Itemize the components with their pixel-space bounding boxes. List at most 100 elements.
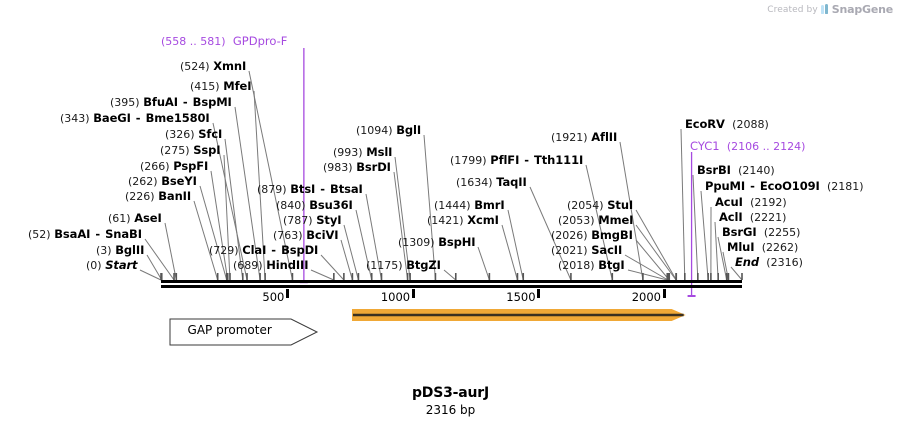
site-name: BseYI [161, 174, 197, 188]
site-position: (1799) [450, 154, 487, 167]
restriction-site-label: (2026) BmgBI [551, 229, 633, 242]
site-name-group: AcuI [715, 195, 743, 209]
snapgene-credit: Created by SnapGene [767, 3, 893, 16]
site-name-group: BsrGI [722, 225, 757, 239]
site-name: BciVI [306, 228, 339, 242]
gap-promoter-arrow-shape [169, 318, 318, 346]
site-name-group: StyI [316, 213, 341, 227]
site-name: AseI [134, 211, 162, 225]
site-leader-line [193, 200, 219, 281]
site-leader-line [722, 251, 729, 281]
site-position: (729) [209, 244, 239, 257]
site-name-separator: - [131, 111, 145, 125]
site-leader-line [210, 170, 229, 281]
site-position: (2192) [750, 196, 787, 209]
site-position: (787) [283, 214, 313, 227]
restriction-site-label: (1634) TaqII [456, 176, 527, 189]
site-name-group: BmrI [474, 198, 504, 212]
restriction-site-label: (52) BsaAI - SnaBI [28, 228, 142, 241]
site-name: TaqII [496, 175, 527, 189]
site-name: Bme1580I [145, 111, 210, 125]
site-name-separator: - [178, 95, 192, 109]
site-leader-line [310, 269, 335, 281]
site-position: (266) [140, 160, 170, 173]
site-position: (61) [108, 212, 131, 225]
site-name: BsaAI [54, 227, 91, 241]
restriction-site-label: (1175) BtgZI [366, 259, 441, 272]
restriction-site-label: (2053) MmeI [558, 214, 633, 227]
site-name-group: ClaI - BspDI [242, 243, 318, 257]
site-name: BglII [115, 243, 145, 257]
site-name: BspMI [192, 95, 232, 109]
site-name-group: End [735, 255, 759, 269]
ruler-tick-label: 2000 [631, 290, 661, 304]
site-position: (2021) [551, 244, 588, 257]
site-name: BglI [396, 123, 422, 137]
site-name-group: BglII [115, 243, 144, 257]
restriction-site-label: (787) StyI [283, 213, 342, 227]
site-name: BsrBI [697, 163, 731, 177]
site-position: (343) [60, 112, 90, 125]
site-name: BtsaI [330, 182, 363, 196]
restriction-site-label: (61) AseI [108, 212, 162, 225]
site-name-group: PspFI [173, 159, 208, 173]
site-name-group: BciVI [306, 228, 338, 242]
site-leader-line [507, 209, 524, 281]
site-position: (0) [86, 259, 102, 272]
restriction-site-label: (415) MfeI [190, 80, 251, 93]
site-name: BtsI [290, 182, 316, 196]
gap-promoter-label: GAP promoter [187, 323, 272, 337]
site-name: XcmI [467, 213, 499, 227]
site-name: SnaBI [105, 227, 142, 241]
restriction-site-label: (993) MslI [333, 146, 392, 159]
site-position: (326) [165, 128, 195, 141]
site-name: SacII [591, 243, 623, 257]
restriction-site-label: (326) SfcI [165, 128, 222, 141]
site-name: EcoO109I [759, 179, 820, 193]
site-leader-line [624, 254, 669, 281]
site-name: BmgBI [591, 228, 633, 242]
site-position: (1309) [398, 236, 435, 249]
site-leader-line [139, 269, 162, 281]
site-position: (2026) [551, 229, 588, 242]
restriction-site-label: (840) Bsu36I [276, 199, 353, 212]
site-leader-line [443, 269, 457, 281]
primer-range: (558 .. 581) [161, 35, 226, 48]
site-name-group: MfeI [223, 79, 251, 93]
site-name-group: MluI [727, 240, 755, 254]
site-position: (983) [323, 161, 353, 174]
ruler-tick-mark [662, 289, 666, 298]
site-name-group: BsrDI [356, 160, 391, 174]
site-name-group: PpuMI - EcoO109I [705, 179, 820, 193]
site-position: (1175) [366, 259, 403, 272]
restriction-site-label: (343) BaeGI - Bme1580I [60, 112, 210, 125]
site-name: BaeGI [93, 111, 131, 125]
site-name: Tth111I [534, 153, 584, 167]
site-name-group: BglI [396, 123, 421, 137]
restriction-site-label: BsrBI (2140) [697, 164, 775, 177]
site-name: StuI [607, 198, 634, 212]
restriction-site-label: (2018) BtgI [558, 259, 625, 272]
orange-cds-arrow [351, 309, 686, 321]
restriction-site-label: (2054) StuI [567, 199, 633, 212]
restriction-site-label: MluI (2262) [727, 241, 798, 254]
site-position: (395) [110, 96, 140, 109]
restriction-site-label: (879) BtsI - BtsaI [257, 183, 363, 196]
ruler-tick-label: 1500 [506, 290, 536, 304]
site-name: BtgZI [406, 258, 441, 272]
site-name-separator: - [746, 179, 759, 193]
plasmid-length: 2316 bp [425, 403, 476, 417]
restriction-site-label: (1444) BmrI [434, 199, 505, 212]
site-name: AclI [719, 210, 743, 224]
site-name: PpuMI [705, 179, 746, 193]
site-name: BsrDI [356, 160, 391, 174]
restriction-site-label: AclI (2221) [719, 211, 786, 224]
site-position: (2018) [558, 259, 595, 272]
site-position: (226) [125, 190, 155, 203]
site-position: (1094) [356, 124, 393, 137]
site-position: (2053) [558, 214, 595, 227]
site-name-group: XmnI [213, 59, 246, 73]
site-position: (2088) [732, 118, 769, 131]
site-name-group: BaeGI - Bme1580I [93, 111, 209, 125]
